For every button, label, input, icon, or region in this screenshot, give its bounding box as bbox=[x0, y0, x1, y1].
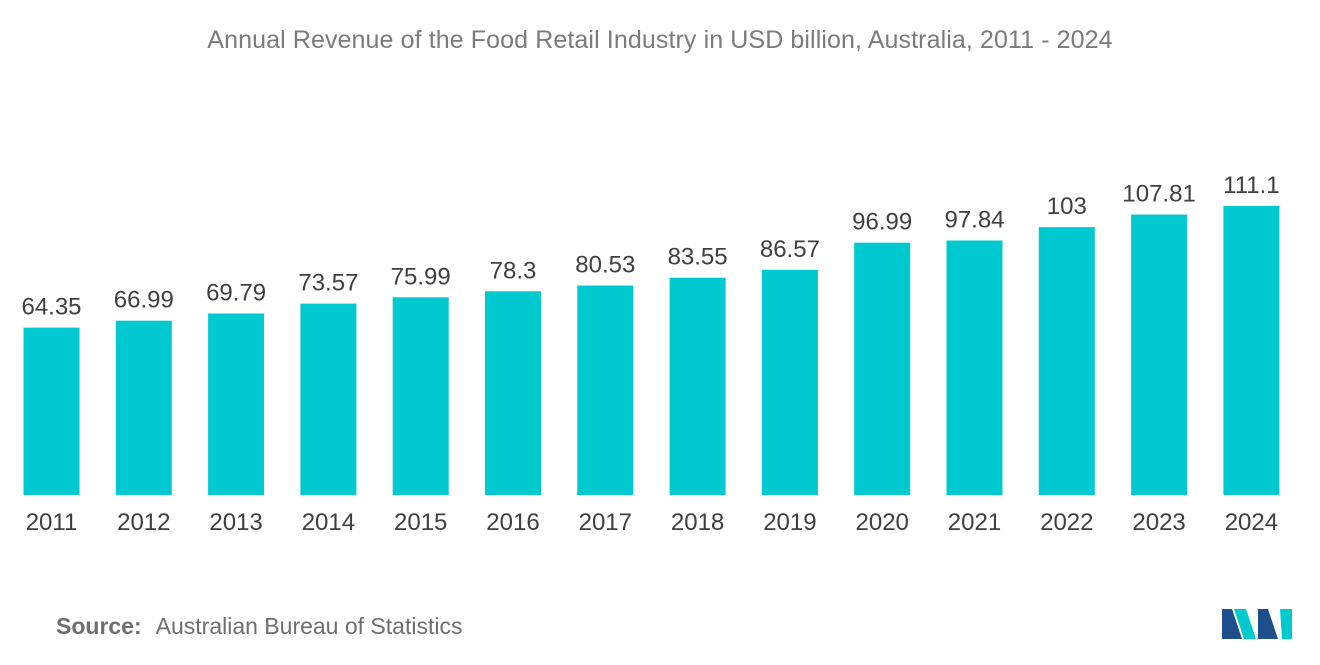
value-label-2011: 64.35 bbox=[21, 294, 81, 321]
x-tick-label-2019: 2019 bbox=[763, 509, 816, 536]
bar-2016 bbox=[485, 291, 541, 495]
mordor-intelligence-logo-icon bbox=[1222, 609, 1292, 639]
x-tick-label-2022: 2022 bbox=[1040, 509, 1093, 536]
chart-title: Annual Revenue of the Food Retail Indust… bbox=[207, 26, 1113, 54]
value-label-2018: 83.55 bbox=[668, 244, 728, 271]
value-label-2014: 73.57 bbox=[298, 270, 358, 297]
x-axis-tick-labels: 2011 2012 2013 2014 2015 2016 2017 2018 2019 2020… bbox=[26, 509, 1278, 536]
x-tick-label-2012: 2012 bbox=[117, 509, 170, 536]
source-note: Source: Australian Bureau of Statistics bbox=[56, 613, 462, 640]
source-label: Source: bbox=[56, 613, 142, 639]
value-label-2013: 69.79 bbox=[206, 280, 266, 307]
value-label-2012: 66.99 bbox=[114, 287, 174, 314]
source-text: Australian Bureau of Statistics bbox=[155, 613, 463, 639]
x-tick-label-2015: 2015 bbox=[394, 509, 447, 536]
bar-2015 bbox=[392, 297, 449, 495]
x-tick-label-2017: 2017 bbox=[579, 509, 632, 536]
x-tick-label-2023: 2023 bbox=[1132, 509, 1185, 536]
value-label-2022: 103 bbox=[1047, 193, 1087, 220]
value-label-2017: 80.53 bbox=[575, 252, 635, 279]
bar-chart: 64.35 66.99 69.79 73.57 75.99 78.3 80.53 83.55 8… bbox=[21, 172, 1280, 536]
bar-2012 bbox=[115, 320, 172, 495]
x-tick-label-2016: 2016 bbox=[486, 509, 539, 536]
bar-2020 bbox=[854, 242, 911, 495]
x-tick-label-2014: 2014 bbox=[302, 509, 355, 536]
x-tick-label-2020: 2020 bbox=[856, 509, 909, 536]
x-tick-label-2024: 2024 bbox=[1225, 509, 1278, 536]
value-label-2024: 111.1 bbox=[1223, 172, 1280, 199]
value-label-2020: 96.99 bbox=[852, 209, 912, 236]
bar-2019 bbox=[761, 269, 818, 495]
bar-2018 bbox=[669, 277, 726, 495]
bar-2014 bbox=[300, 303, 357, 495]
value-label-2015: 75.99 bbox=[391, 263, 451, 290]
value-label-2021: 97.84 bbox=[944, 207, 1004, 234]
value-label-2016: 78.3 bbox=[490, 257, 537, 284]
bar-2017 bbox=[577, 285, 634, 495]
bar-2024 bbox=[1223, 206, 1280, 495]
x-tick-label-2011: 2011 bbox=[26, 509, 78, 536]
bar-2023 bbox=[1131, 214, 1188, 495]
bar-2022 bbox=[1038, 227, 1095, 495]
bar-2011 bbox=[23, 327, 80, 495]
value-label-2019: 86.57 bbox=[760, 236, 820, 263]
value-labels-group: 64.35 66.99 69.79 73.57 75.99 78.3 80.53 83.55 8… bbox=[21, 172, 1279, 321]
x-tick-label-2021: 2021 bbox=[948, 509, 1001, 536]
bar-2013 bbox=[208, 313, 265, 495]
bar-2021 bbox=[946, 240, 1003, 495]
value-label-2023: 107.81 bbox=[1122, 181, 1195, 208]
x-tick-label-2018: 2018 bbox=[671, 509, 724, 536]
bars-group bbox=[23, 206, 1280, 495]
x-tick-label-2013: 2013 bbox=[209, 509, 262, 536]
